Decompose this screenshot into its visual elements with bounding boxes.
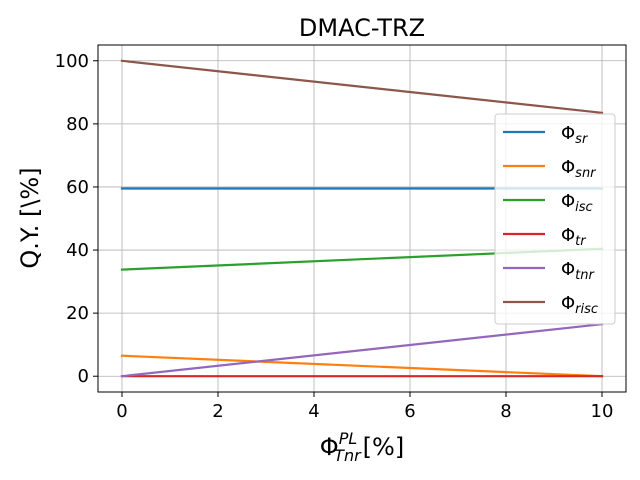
x-tick-label: 8 [500, 401, 511, 422]
legend-label-subscript: isc [575, 200, 593, 215]
y-axis-title: Q.Y. [\%] [16, 167, 44, 268]
legend-label-symbol: Φ [561, 225, 575, 246]
legend-label-symbol: Φ [561, 259, 575, 280]
legend-label: Φrisc [561, 293, 598, 317]
legend-label-symbol: Φ [561, 293, 575, 314]
x-tick-label: 10 [591, 401, 614, 422]
series-line-tnr [120, 322, 604, 378]
x-tick-label: 6 [404, 401, 415, 422]
x-tick-label: 4 [308, 401, 319, 422]
series-line-risc [120, 59, 604, 115]
legend-label-subscript: risc [575, 302, 598, 317]
plot-frame [97, 44, 627, 393]
legend-label: Φsr [561, 123, 589, 147]
legend-item-sr: Φsr [503, 123, 589, 147]
legend-label-subscript: tr [575, 234, 587, 249]
x-axis-title-suffix: [%] [363, 433, 405, 461]
y-tick-label: 0 [78, 366, 89, 387]
y-tick-label: 40 [66, 240, 89, 261]
legend-label-subscript: tnr [575, 268, 595, 283]
series-line-snr [120, 354, 604, 378]
legend-label: Φtr [561, 225, 587, 249]
legend-label: Φisc [561, 191, 593, 215]
legend-label: Φsnr [561, 157, 597, 181]
legend-item-snr: Φsnr [503, 157, 597, 181]
x-tick-label: 0 [116, 401, 127, 422]
y-tick-label: 80 [66, 114, 89, 135]
x-axis: 0 2 4 6 8 10 [116, 392, 613, 422]
legend-label-subscript: snr [575, 166, 597, 181]
x-axis-title-sub: Tnr [334, 446, 362, 465]
legend-frame [494, 113, 616, 325]
x-axis-title-main: Φ [320, 433, 339, 461]
x-axis-title-sup: PL [339, 429, 357, 448]
legend-label-subscript: sr [575, 132, 589, 147]
legend-item-isc: Φisc [503, 191, 593, 215]
legend-item-tnr: Φtnr [503, 259, 596, 283]
legend-item-risc: Φrisc [503, 293, 598, 317]
x-axis-title: ΦPL Tnr[%] [320, 429, 404, 465]
y-tick-label: 100 [55, 51, 89, 72]
y-axis: 0 20 40 60 80 100 [55, 51, 98, 387]
y-tick-label: 60 [66, 177, 89, 198]
legend-label-symbol: Φ [561, 191, 575, 212]
legend-label-symbol: Φ [561, 123, 575, 144]
x-tick-label: 2 [212, 401, 223, 422]
legend-label-symbol: Φ [561, 157, 575, 178]
chart-title: DMAC-TRZ [299, 14, 425, 42]
legend-label: Φtnr [561, 259, 596, 283]
y-tick-label: 20 [66, 303, 89, 324]
legend-item-tr: Φtr [503, 225, 587, 249]
